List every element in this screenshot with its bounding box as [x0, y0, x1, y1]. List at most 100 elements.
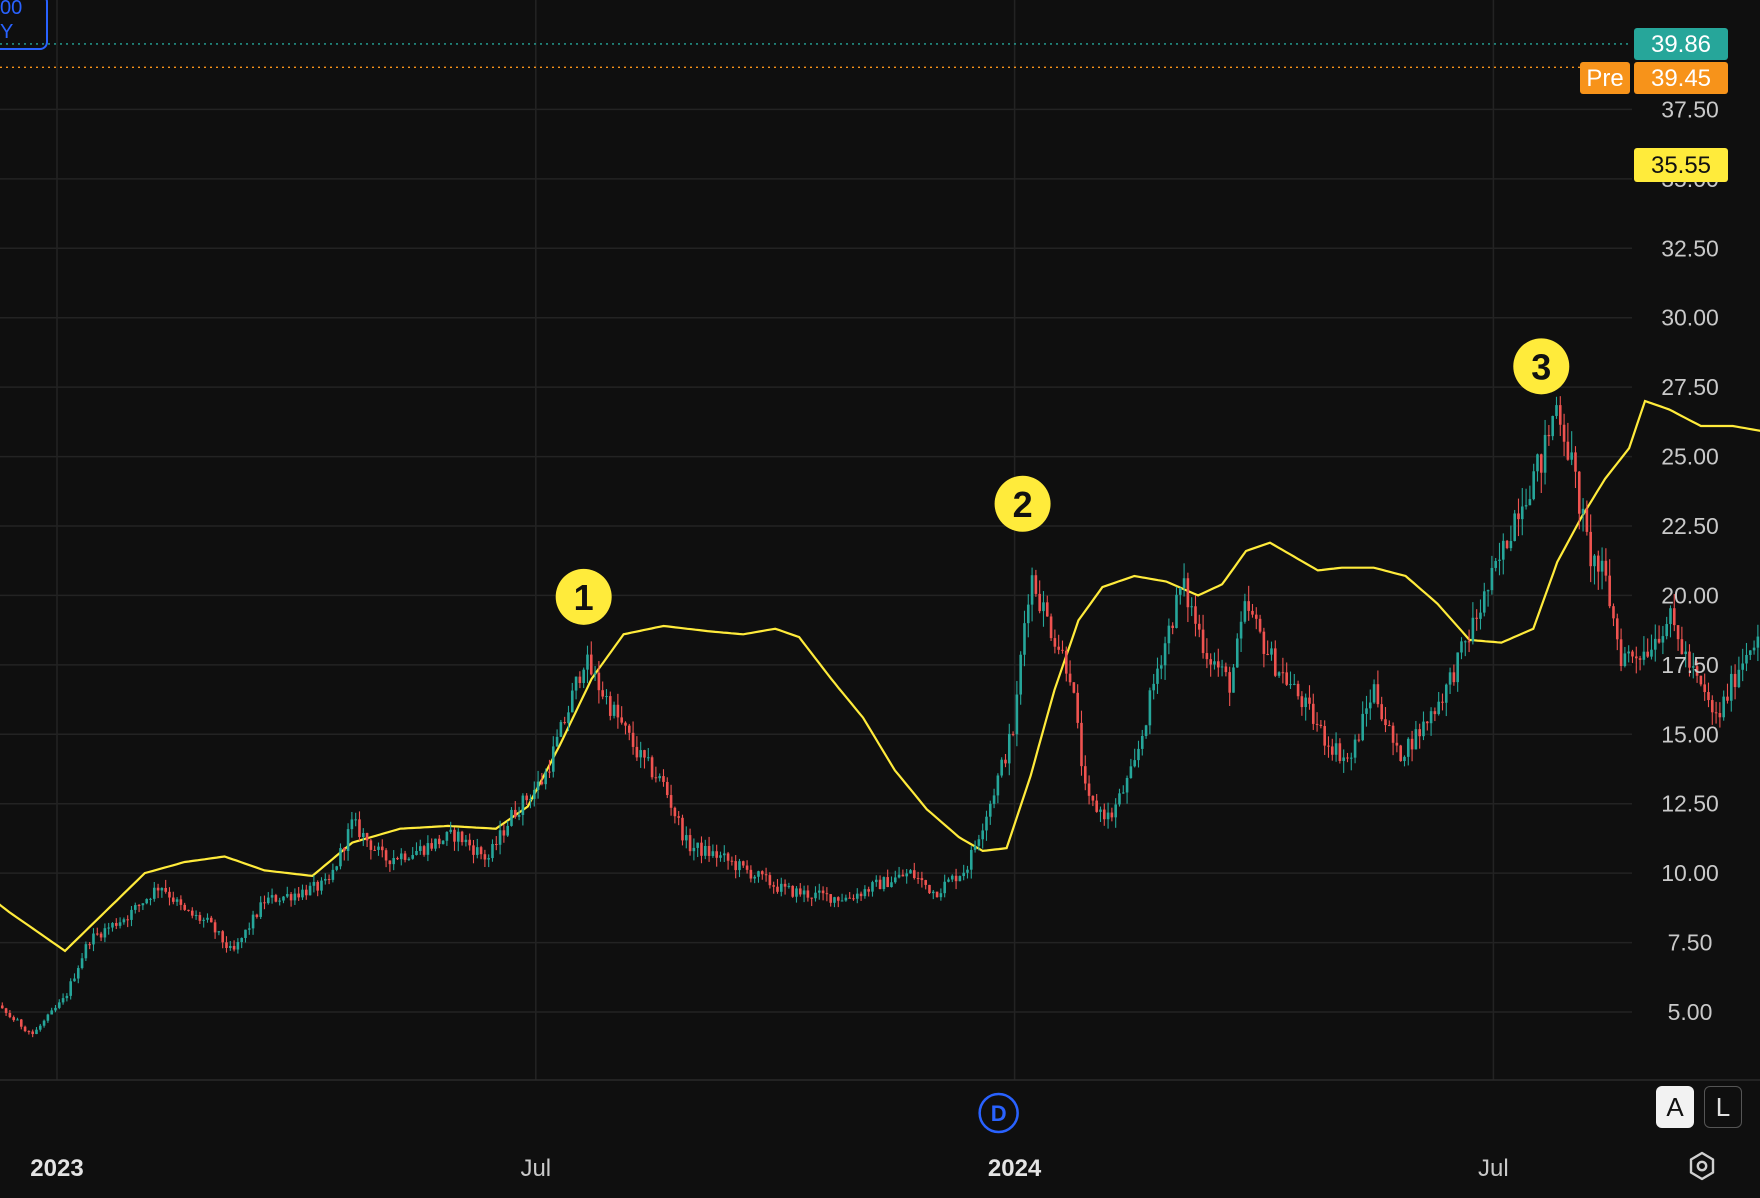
candle-body — [1308, 697, 1311, 704]
dividend-marker-label: D — [991, 1101, 1007, 1126]
candle-body — [73, 978, 76, 982]
candle-body — [247, 928, 251, 930]
candle-body — [757, 871, 760, 877]
candle-body — [1414, 729, 1418, 750]
candle-body — [1418, 729, 1421, 737]
candle-body — [677, 816, 680, 818]
candle-body — [616, 704, 620, 718]
candle-body — [958, 876, 962, 882]
candle-body — [411, 854, 414, 859]
candle-body — [156, 887, 160, 891]
candle-body — [517, 814, 521, 817]
candle-body — [1087, 783, 1091, 796]
candle-body — [1064, 650, 1068, 674]
candle-body — [1406, 738, 1410, 757]
candle-body — [544, 771, 547, 785]
candle-body — [228, 945, 232, 948]
candle-body — [111, 923, 114, 928]
symbol-legend[interactable]: 00 Y — [0, 0, 48, 50]
candle-body — [1688, 651, 1691, 668]
candle-body — [54, 1007, 57, 1011]
candle-body — [23, 1026, 27, 1032]
candle-body — [19, 1019, 23, 1027]
candle-body — [236, 942, 240, 950]
candle-body — [981, 830, 984, 840]
candle-body — [1118, 793, 1121, 805]
price-tick-label: 37.50 — [1661, 96, 1719, 122]
candle-body — [909, 870, 912, 874]
pre-market-label-tag: Pre — [1586, 65, 1623, 92]
gear-hexagon-icon[interactable] — [1686, 1150, 1718, 1182]
candle-body — [1057, 646, 1060, 650]
candle-body — [187, 909, 190, 911]
candle-body — [1076, 692, 1079, 723]
candle-body — [1623, 653, 1627, 667]
candle-body — [1498, 559, 1501, 561]
candle-body — [494, 843, 498, 845]
candle-body — [567, 712, 570, 724]
candle-body — [1604, 560, 1608, 576]
candle-body — [810, 897, 813, 899]
candle-body — [624, 722, 627, 726]
candle-body — [1273, 648, 1277, 676]
candle-body — [905, 873, 908, 877]
candle-body — [38, 1025, 42, 1030]
candle-body — [50, 1010, 53, 1015]
candle-body — [529, 798, 532, 801]
auto-scale-button[interactable]: A — [1656, 1086, 1694, 1128]
candle-body — [377, 846, 380, 850]
candle-body — [589, 654, 593, 675]
time-tick-label: Jul — [520, 1155, 551, 1182]
candle-body — [1137, 748, 1140, 761]
candle-body — [886, 877, 889, 888]
candle-body — [1608, 575, 1611, 607]
log-scale-button[interactable]: L — [1704, 1086, 1742, 1128]
candle-body — [1490, 567, 1494, 591]
candle-body — [916, 878, 920, 880]
candle-body — [992, 795, 996, 804]
candle-body — [874, 879, 878, 883]
candle-body — [688, 835, 692, 852]
candle-body — [1114, 804, 1117, 818]
candle-body — [190, 910, 194, 916]
candle-body — [1745, 654, 1748, 664]
candle-body — [282, 896, 285, 901]
candle-body — [1083, 766, 1087, 784]
time-axis[interactable]: 2023Jul2024Jul2025Jul2026 — [30, 1155, 1760, 1182]
candle-body — [1399, 745, 1402, 762]
candle-body — [1091, 795, 1095, 801]
candle-body — [1327, 745, 1330, 747]
candle-body — [418, 846, 422, 852]
moving-average-series — [0, 399, 1760, 953]
candle-body — [814, 892, 817, 899]
candle-body — [711, 851, 715, 856]
candle-body — [745, 865, 749, 870]
pre-market-price-tag-bg — [1634, 62, 1728, 94]
candle-body — [1106, 812, 1110, 820]
candle-body — [1262, 631, 1266, 654]
candle-body — [468, 839, 471, 846]
candle-body — [954, 875, 958, 882]
candle-body — [1053, 638, 1057, 647]
candle-body — [1391, 725, 1395, 743]
candle-body — [707, 845, 711, 856]
candle-body — [1596, 555, 1600, 572]
wave-labels: 12345 — [555, 338, 1570, 625]
candle-body — [240, 937, 243, 943]
candle-body — [403, 853, 407, 860]
candle-body — [114, 923, 118, 926]
candle-body — [1311, 703, 1315, 724]
candle-body — [88, 944, 91, 946]
price-axis[interactable]: 37.5035.0032.5030.0027.5025.0022.5020.00… — [1661, 96, 1719, 1025]
candle-body — [99, 933, 103, 938]
candle-body — [627, 725, 631, 733]
candle-body — [232, 945, 236, 950]
candle-body — [175, 899, 179, 902]
candle-body — [867, 889, 870, 892]
candle-body — [1000, 759, 1003, 776]
candle-body — [795, 888, 798, 897]
candle-body — [1247, 601, 1250, 611]
candle-body — [1562, 424, 1566, 442]
candle-body — [1357, 739, 1361, 741]
